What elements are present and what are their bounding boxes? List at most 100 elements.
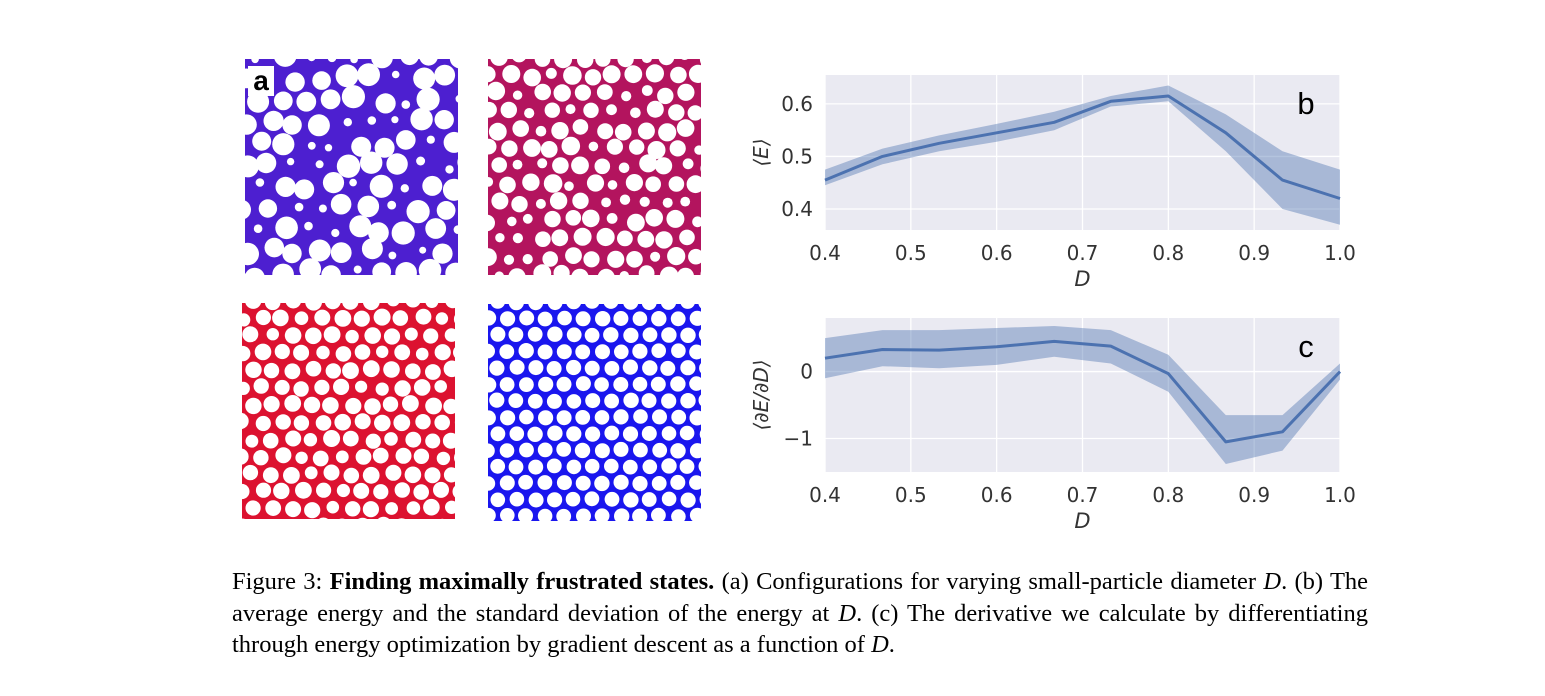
particle [633,442,648,458]
particle [274,59,297,67]
particle [575,311,591,327]
particle [425,397,442,415]
particle [336,154,361,178]
particle [502,65,521,83]
particle [619,271,629,275]
particle [488,377,497,393]
particle [377,516,390,519]
particle [622,426,639,442]
particle [618,162,630,174]
particle [540,141,558,158]
particle [452,485,455,498]
particle [490,304,505,309]
particle [597,268,615,275]
particle [623,304,639,310]
particle [326,500,340,514]
particle [658,123,677,142]
particle [680,304,695,309]
particle [679,459,695,474]
particle [651,343,666,358]
y-tick-label: −1 [784,427,813,451]
particle [334,413,351,431]
particle [566,327,582,343]
particle [508,327,524,342]
particle [671,509,686,521]
particle [508,393,524,408]
particle [349,215,372,238]
particle [527,393,543,409]
particle [405,303,421,308]
particle [284,395,302,412]
particle [537,158,548,169]
particle [272,263,294,275]
particle [641,492,657,507]
y-tick-label: 0.4 [781,197,813,221]
particle [285,303,301,309]
particle [383,361,400,378]
x-tick-label: 0.6 [981,483,1013,507]
particle [547,425,563,441]
particle [434,64,456,86]
particle [546,393,562,409]
particle [333,378,350,395]
particle [387,200,397,210]
particle [641,59,652,64]
particle [324,303,341,310]
particle [416,156,426,166]
particle [404,466,422,484]
particle [542,251,558,267]
x-axis-label: D [1074,267,1090,291]
particle [655,157,673,175]
particle [551,122,569,140]
particle [687,105,701,121]
particle [606,104,617,116]
particle [312,71,331,90]
particle [325,363,341,379]
particle [330,193,352,215]
particle [528,304,544,311]
particle [355,380,368,393]
particle [668,176,685,192]
y-tick-label: 0.5 [781,144,813,168]
particle [273,91,293,111]
panel-a-label: a [248,66,274,96]
particle [372,262,392,275]
particle [488,476,496,491]
particle [682,158,694,170]
particle [518,343,534,359]
particle [335,450,349,464]
particle [315,160,324,169]
particle [263,362,280,379]
particle [266,328,279,341]
particle [551,229,569,247]
particle [658,59,675,66]
particle [528,459,544,475]
particle [321,265,341,275]
chart-c: 0.4 0.5 0.6 0.7 0.8 0.9 1.0 0 −1 c D ⟨∂E/∂D⟩ [749,318,1356,533]
particle [595,311,611,327]
particle [639,154,658,173]
particle [307,114,330,137]
x-tick-label: 0.9 [1238,241,1270,265]
particle [641,393,657,409]
particle [442,178,458,201]
particle [274,379,290,395]
particle [253,224,263,233]
particle [499,475,515,491]
caption-title: Finding maximally frustrated states. [329,568,715,595]
particle [406,200,430,224]
caption-var-1: D [1263,568,1282,595]
particle [632,311,648,326]
particle [642,459,658,475]
particle [699,430,701,439]
particle [263,110,284,131]
particle [343,118,352,127]
particle [698,304,701,309]
particle [245,303,262,309]
particle [255,309,271,326]
particle [623,327,639,343]
particle [546,458,562,474]
particle [596,84,613,100]
particle [680,196,691,207]
y-tick-label: 0.6 [781,92,813,116]
